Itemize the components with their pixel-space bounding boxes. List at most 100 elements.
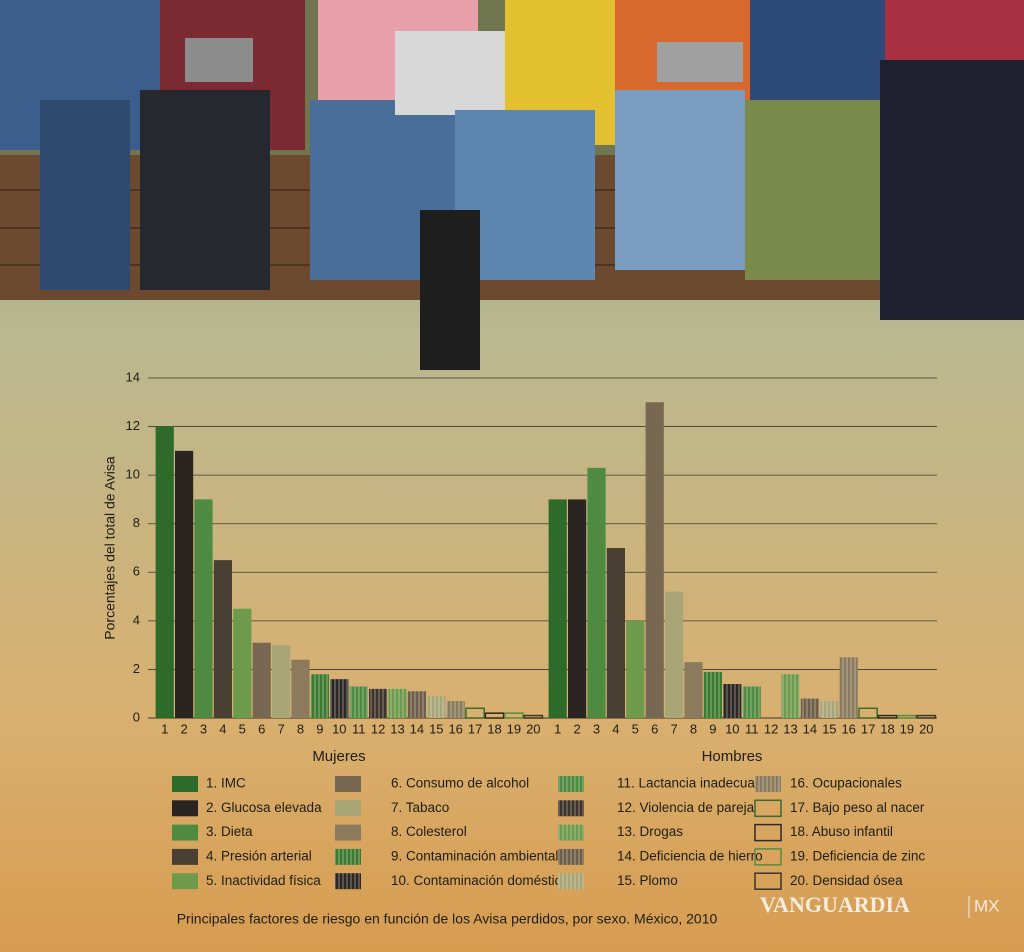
legend-swatch [335,800,361,817]
x-tick-label: 17 [861,721,875,736]
bar [820,701,839,718]
y-tick-label: 6 [133,564,140,579]
x-tick-label: 9 [316,721,323,736]
bar [369,688,388,718]
x-tick-label: 7 [670,721,677,736]
bar [587,467,606,718]
x-tick-label: 10 [725,721,739,736]
x-tick-label: 10 [332,721,346,736]
legend-label: 3. Dieta [206,824,253,839]
legend-swatch [335,873,361,890]
bar [175,450,194,718]
bar [484,712,505,719]
bar [548,499,567,718]
legend-swatch [755,776,781,792]
panel-label: Hombres [702,748,763,765]
bar [388,688,407,718]
legend-swatch [558,873,584,890]
x-tick-label: 4 [219,721,226,736]
legend-swatch [754,823,782,842]
x-tick-label: 19 [507,721,521,736]
legend-label: 7. Tabaco [391,800,449,815]
legend-label: 6. Consumo de alcohol [391,776,529,791]
bar [665,591,684,718]
bar [781,674,800,718]
bar [800,698,819,718]
y-tick-label: 14 [126,369,140,384]
x-tick-label: 5 [632,721,639,736]
bar [155,426,174,718]
legend-label: 12. Violencia de pareja [617,800,755,815]
x-tick-label: 3 [200,721,207,736]
bar [349,686,368,718]
x-tick-label: 2 [573,721,580,736]
legend-label: 2. Glucosa elevada [206,800,322,815]
bar [465,707,485,719]
legend-swatch [558,776,584,792]
x-tick-label: 8 [297,721,304,736]
legend-label: 4. Presión arterial [206,848,312,863]
x-tick-label: 15 [822,721,836,736]
bar [407,691,426,718]
legend-label: 16. Ocupacionales [790,776,902,791]
person [140,90,270,290]
bar [877,714,898,719]
bar [645,402,664,718]
bar [723,684,742,718]
x-tick-label: 14 [803,721,817,736]
legend-swatch [172,800,198,817]
watermark: VANGUARDIA [760,892,910,917]
bar [233,608,252,718]
legend-label: 18. Abuso infantil [790,824,893,839]
x-tick-label: 13 [783,721,797,736]
x-tick-label: 17 [468,721,482,736]
x-tick-label: 16 [841,721,855,736]
bar [858,707,878,719]
x-tick-label: 1 [554,721,561,736]
legend-label: 19. Deficiencia de zinc [790,848,925,863]
legend-swatch [754,848,782,866]
bar [252,642,271,718]
legend-swatch [558,800,584,817]
person [880,60,1024,320]
bar [626,620,645,718]
bar [703,671,722,718]
bar [684,662,703,718]
x-tick-label: 11 [745,721,759,736]
x-tick-label: 18 [880,721,894,736]
x-tick-label: 7 [277,721,284,736]
x-tick-label: 1 [161,721,168,736]
bar [606,548,625,718]
x-tick-label: 20 [919,721,933,736]
legend-swatch [172,824,198,841]
legend-swatch [335,824,361,841]
x-tick-label: 2 [180,721,187,736]
x-tick-label: 4 [612,721,619,736]
person [615,90,745,270]
x-tick-label: 5 [239,721,246,736]
legend-label: 13. Drogas [617,824,683,839]
legend-swatch [754,872,782,890]
bar [568,499,587,718]
bar [916,714,937,719]
y-tick-label: 4 [133,612,140,627]
legend-label: 1. IMC [206,776,246,791]
legend-label: 9. Contaminación ambiental [391,848,558,863]
bar [310,674,329,718]
y-tick-label: 8 [133,515,140,530]
photo [0,0,1024,370]
legend-label: 17. Bajo peso al nacer [790,800,925,815]
legend-label: 8. Colesterol [391,824,467,839]
tablet [657,42,743,82]
person [750,0,885,100]
x-tick-label: 20 [526,721,540,736]
legend-swatch [335,848,361,865]
x-tick-label: 13 [390,721,404,736]
tablet [185,38,253,82]
legend-swatch [172,776,198,792]
legend-swatch [558,824,584,841]
legend-swatch [172,848,198,865]
bar [213,560,232,718]
